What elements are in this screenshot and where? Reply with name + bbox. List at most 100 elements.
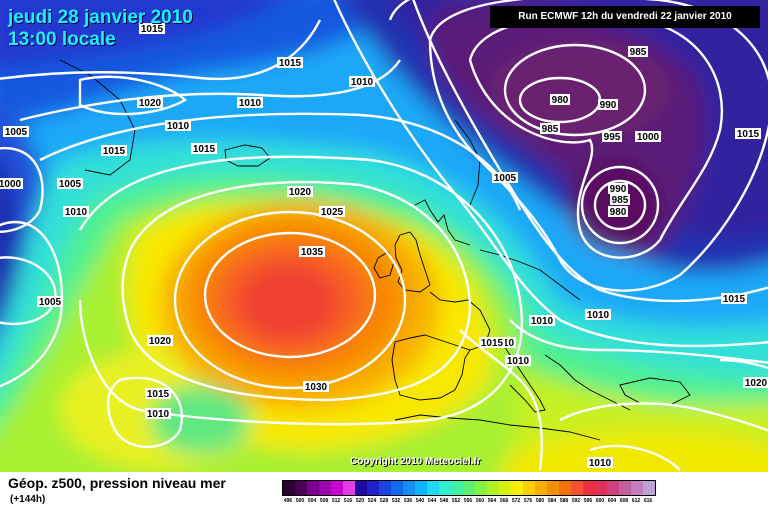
isobar-label: 1010 [531, 316, 554, 327]
isobar-label: 980 [610, 207, 627, 218]
color-scale-labels: 496 500 504 508 512 516 520 524 528 532 536 540 544 5… [282, 498, 654, 504]
isobar-label-bg [585, 309, 611, 320]
scale-swatch [307, 481, 319, 495]
isobar-label-bg [37, 296, 63, 307]
scale-label: 576 [523, 498, 533, 504]
isobar-label: 1030 [305, 382, 328, 393]
scale-swatch [631, 481, 643, 495]
scale-swatch [439, 481, 451, 495]
isobar-label-bg [165, 120, 191, 131]
copyright-notice: Copyright 2010 Meteociel.fr [350, 456, 481, 467]
isobar-label-bg [540, 123, 560, 134]
model-run-info: Run ECMWF 12h du vendredi 22 janvier 201… [490, 6, 760, 28]
scale-swatch [547, 481, 559, 495]
isobar-label-bg [349, 76, 375, 87]
isobar-label: 1010 [167, 121, 190, 132]
isobar-label: 1005 [5, 127, 28, 138]
isobar-label-bg [550, 94, 570, 105]
scale-swatch [367, 481, 379, 495]
scale-swatch [319, 481, 331, 495]
isobar-label: 1010 [147, 409, 170, 420]
isobar-label-bg [608, 183, 628, 194]
isobar-label-bg [277, 57, 303, 68]
isobar-label: 1005 [39, 297, 62, 308]
isobar-label: 985 [612, 195, 629, 206]
isobar-label-bg [287, 186, 313, 197]
weather-map: 1015 1015 1010 1020 1010 1010 1005 1015 1015 1000… [0, 0, 768, 472]
scale-swatch [415, 481, 427, 495]
scale-swatch [463, 481, 475, 495]
scale-label: 520 [355, 498, 365, 504]
isobar-label: 1015 [279, 58, 302, 69]
scale-swatch [619, 481, 631, 495]
isobar-label: 995 [604, 132, 621, 143]
isobar-label: 1015 [481, 338, 504, 349]
isobar-label-bg [57, 178, 83, 189]
isobar-label: 1000 [0, 179, 22, 190]
isobar-label: 1010 [507, 356, 530, 367]
isobar-label-bg [299, 246, 325, 257]
scale-swatch [283, 481, 295, 495]
scale-label: 500 [295, 498, 305, 504]
isobar-label-bg [479, 337, 505, 348]
scale-swatch [523, 481, 535, 495]
isobar-label: 1020 [139, 98, 162, 109]
scale-label: 564 [487, 498, 497, 504]
isobar-label-bg [101, 145, 127, 156]
forecast-date: jeudi 28 janvier 2010 [8, 7, 193, 28]
scale-swatch [391, 481, 403, 495]
scale-label: 540 [415, 498, 425, 504]
isobar-label: 1015 [141, 24, 164, 35]
isobar-label: 1025 [321, 207, 344, 218]
isobar-label: 990 [610, 184, 627, 195]
isobar-label-bg [635, 131, 661, 142]
isobar-label-bg [529, 315, 555, 326]
isobar-label: 1015 [103, 146, 126, 157]
isobar-label: 1000 [637, 132, 660, 143]
isobar-label-bg [319, 206, 345, 217]
isobar-label: 1015 [723, 294, 746, 305]
isobar-label: 1020 [745, 378, 768, 389]
coastlines [59, 59, 691, 441]
scale-swatch [559, 481, 571, 495]
isobar-label-bg [628, 46, 648, 57]
color-scale [282, 480, 656, 496]
legend-subtitle: (+144h) [10, 494, 46, 505]
scale-label: 588 [559, 498, 569, 504]
scale-swatch [511, 481, 523, 495]
isobar-label: 1015 [147, 389, 170, 400]
isobar-label-bg [139, 23, 165, 34]
isobar-label: 1015 [737, 129, 760, 140]
isobar-label-bg [743, 377, 768, 388]
z500-color-field [0, 0, 768, 472]
scale-label: 612 [631, 498, 641, 504]
isobar-label: 1035 [301, 247, 324, 258]
scale-label: 536 [403, 498, 413, 504]
scale-swatch [343, 481, 355, 495]
isobar-label-bg [237, 97, 263, 108]
scale-label: 504 [307, 498, 317, 504]
scale-label: 496 [283, 498, 293, 504]
scale-label: 528 [379, 498, 389, 504]
scale-label: 568 [499, 498, 509, 504]
scale-label: 600 [595, 498, 605, 504]
scale-swatch [403, 481, 415, 495]
scale-swatch [331, 481, 343, 495]
isobar-label: 1010 [239, 98, 262, 109]
scale-label: 584 [547, 498, 557, 504]
scale-label: 604 [607, 498, 617, 504]
scale-swatch [379, 481, 391, 495]
isobar-label: 1010 [587, 310, 610, 321]
scale-swatch [295, 481, 307, 495]
isobar-label-bg [505, 355, 531, 366]
isobar-label-bg [63, 206, 89, 217]
isobar-label-bg [735, 128, 761, 139]
scale-swatch [487, 481, 499, 495]
isobar-label: 980 [552, 95, 569, 106]
isobar-label-bg [0, 178, 23, 189]
isobar-label-bg [303, 381, 329, 392]
isobar-label-bg [145, 388, 171, 399]
scale-label: 572 [511, 498, 521, 504]
